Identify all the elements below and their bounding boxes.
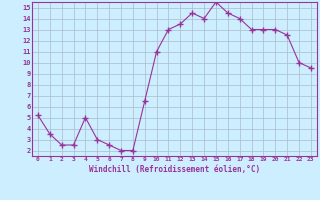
X-axis label: Windchill (Refroidissement éolien,°C): Windchill (Refroidissement éolien,°C): [89, 165, 260, 174]
